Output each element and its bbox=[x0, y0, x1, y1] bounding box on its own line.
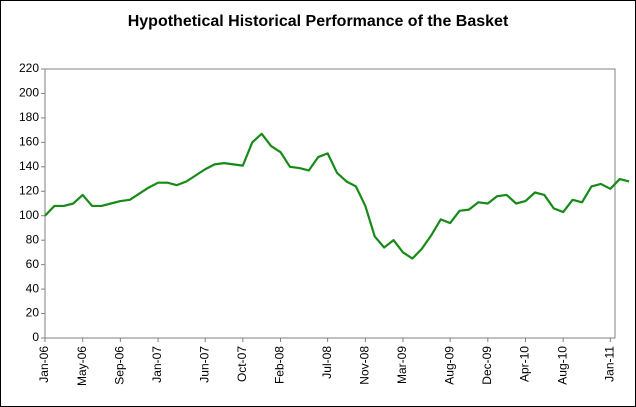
y-tick-label: 220 bbox=[19, 61, 39, 75]
x-tick-label: Oct-07 bbox=[235, 346, 249, 382]
x-tick-label: Jul-08 bbox=[320, 346, 334, 379]
y-tick-label: 60 bbox=[26, 257, 40, 271]
x-tick-label: Nov-08 bbox=[358, 346, 372, 385]
x-tick-label: Sep-06 bbox=[113, 346, 127, 385]
series-line bbox=[44, 132, 630, 260]
x-tick-label: Jan-11 bbox=[602, 346, 616, 382]
y-tick-label: 120 bbox=[19, 183, 39, 197]
x-tick-label: Apr-10 bbox=[518, 346, 532, 382]
y-tick-label: 100 bbox=[19, 208, 39, 222]
plot-border bbox=[44, 68, 616, 339]
y-tick-label: 80 bbox=[26, 232, 40, 246]
x-tick-label: Mar-09 bbox=[395, 346, 409, 384]
y-tick-label: 200 bbox=[19, 86, 39, 100]
x-tick-label: Jan-06 bbox=[37, 346, 51, 383]
y-tick-label: 160 bbox=[19, 135, 39, 149]
x-tick-label: Jun-07 bbox=[197, 346, 211, 383]
y-tick-label: 140 bbox=[19, 159, 39, 173]
x-tick-label: Aug-10 bbox=[555, 346, 569, 385]
x-tick-label: Jan-07 bbox=[150, 346, 164, 383]
y-tick-label: 0 bbox=[32, 330, 39, 344]
y-tick-label: 20 bbox=[26, 306, 40, 320]
chart-title: Hypothetical Historical Performance of t… bbox=[128, 13, 509, 30]
x-tick-label: May-06 bbox=[75, 346, 89, 386]
x-tick-label: Dec-09 bbox=[480, 346, 494, 385]
x-tick-label: Feb-08 bbox=[273, 346, 287, 384]
y-tick-label: 40 bbox=[26, 281, 40, 295]
y-tick-label: 180 bbox=[19, 110, 39, 124]
x-tick-label: Aug-09 bbox=[442, 346, 456, 385]
